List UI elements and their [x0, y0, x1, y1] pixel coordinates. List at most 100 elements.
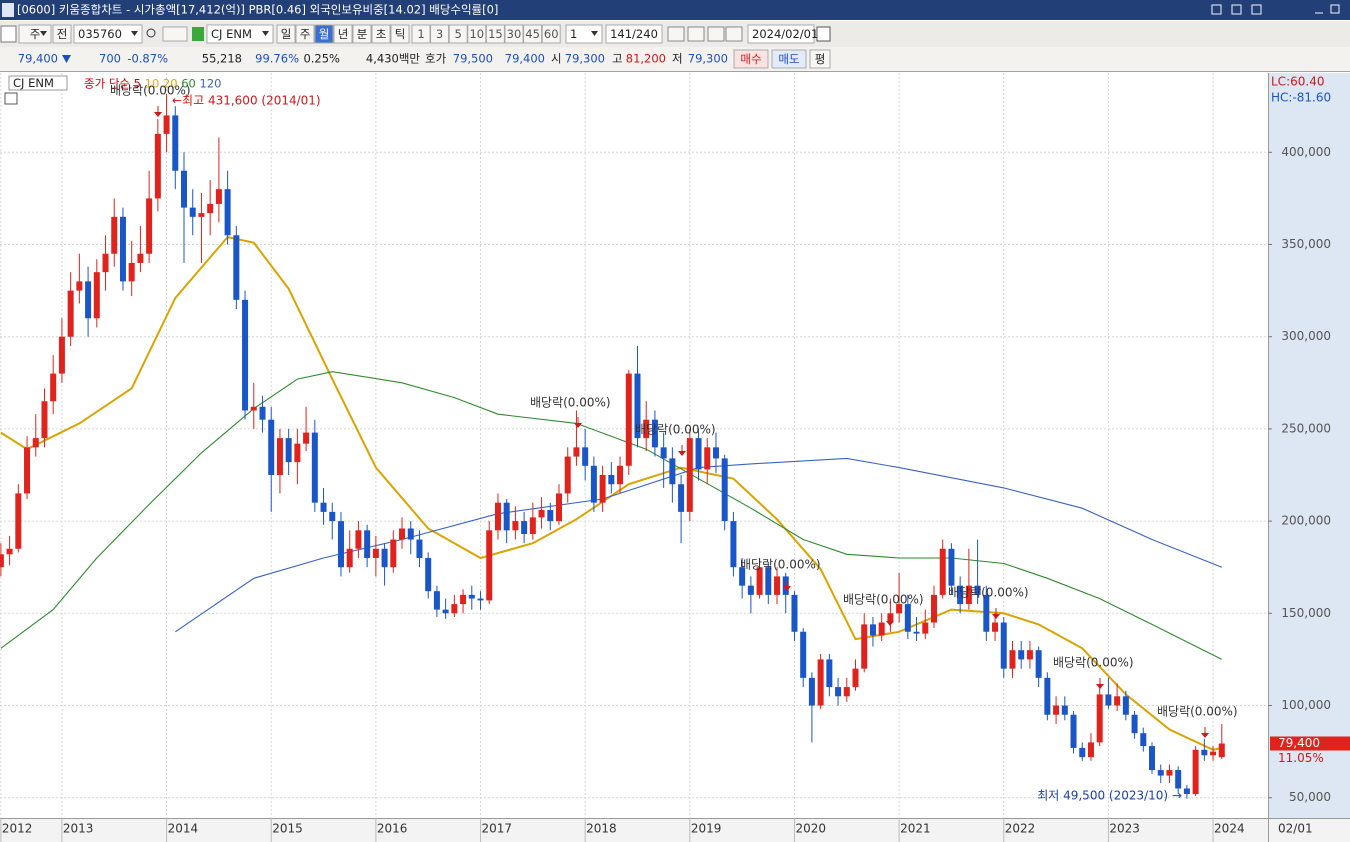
- x-tick-label: 2013: [63, 822, 94, 836]
- button[interactable]: [605, 24, 663, 44]
- button[interactable]: [371, 24, 391, 44]
- search-icon[interactable]: [146, 28, 156, 38]
- button[interactable]: [276, 24, 296, 44]
- candle-body: [15, 493, 22, 549]
- y-axis-panel: [1268, 73, 1350, 818]
- button[interactable]: [411, 24, 431, 44]
- candle-body: [451, 604, 458, 614]
- period-button: 틱: [395, 27, 406, 41]
- candle-body: [294, 443, 301, 463]
- tool-icon[interactable]: [707, 26, 725, 42]
- hc-label: HC:-81.60: [1271, 91, 1331, 105]
- candle-body: [486, 530, 493, 601]
- button[interactable]: [430, 24, 450, 44]
- candle-body: [1087, 742, 1094, 758]
- candle-body: [146, 198, 153, 254]
- calendar-icon[interactable]: [816, 26, 831, 42]
- candle-body: [782, 576, 789, 595]
- candle-body: [1218, 743, 1225, 758]
- x-tick-label: 2023: [1109, 822, 1140, 836]
- candle-body: [111, 216, 118, 254]
- order-button[interactable]: [809, 49, 831, 69]
- candle-body: [399, 528, 406, 540]
- button[interactable]: [314, 24, 334, 44]
- candle-body: [1149, 746, 1156, 771]
- legend-entry: 60: [181, 76, 196, 90]
- button[interactable]: [295, 24, 315, 44]
- button[interactable]: [390, 24, 410, 44]
- candle-body: [41, 401, 48, 439]
- dividend-arrow-head: [1201, 733, 1209, 738]
- candle-body: [774, 576, 781, 595]
- quote-open: 79,300: [565, 52, 605, 66]
- button[interactable]: [523, 24, 543, 44]
- candle-body: [1061, 705, 1068, 715]
- candle-body: [992, 622, 999, 632]
- button[interactable]: [747, 24, 815, 44]
- candle-body: [547, 510, 554, 522]
- candle-body: [712, 447, 719, 459]
- y-tick-label: 150,000: [1281, 606, 1331, 620]
- candle-body: [521, 521, 528, 535]
- candle-body: [939, 548, 946, 595]
- window-controls[interactable]: [1211, 4, 1340, 15]
- sound-icon[interactable]: [162, 26, 188, 42]
- button[interactable]: [485, 24, 505, 44]
- candle-body: [590, 465, 597, 503]
- button[interactable]: [352, 24, 372, 44]
- dropdown-arrow: [591, 31, 598, 36]
- legend-entry: 120: [200, 76, 222, 90]
- button[interactable]: [467, 24, 487, 44]
- interval-button: 60: [544, 27, 559, 41]
- down-arrow: [62, 55, 71, 63]
- quote-bar: [0, 47, 1350, 71]
- x-tick-label: 2018: [586, 822, 617, 836]
- candle-body: [250, 406, 257, 411]
- dividend-note: 배당락(0.00%): [1157, 705, 1238, 719]
- legend: 종가 단순 5 10 20 60 120: [84, 76, 221, 90]
- button[interactable]: [541, 24, 561, 44]
- candle-body: [1105, 694, 1112, 706]
- button[interactable]: [565, 24, 603, 44]
- candle-body: [224, 189, 231, 236]
- x-tick-label: 2024: [1214, 822, 1245, 836]
- candle-body: [1157, 770, 1164, 776]
- button[interactable]: [73, 24, 143, 44]
- x-tick-label: 2021: [900, 822, 931, 836]
- legend-entry: 10: [145, 76, 160, 90]
- button[interactable]: [333, 24, 353, 44]
- layout-icon[interactable]: [0, 25, 17, 43]
- candle-body: [276, 438, 283, 476]
- order-button[interactable]: [771, 49, 807, 69]
- dropdown-arrow: [262, 31, 269, 36]
- button[interactable]: [52, 24, 72, 44]
- candle-body: [651, 419, 658, 448]
- interval-button: 1: [417, 27, 424, 41]
- dividend-arrow-head: [886, 621, 894, 626]
- candle-body: [686, 438, 693, 512]
- candle-body: [634, 373, 641, 439]
- candle-body: [102, 253, 109, 273]
- candle-body: [207, 203, 214, 214]
- order-button[interactable]: [733, 49, 769, 69]
- x-tick-label: 2020: [795, 822, 826, 836]
- grid-icon[interactable]: [4, 92, 18, 105]
- scope-button: 전: [57, 27, 68, 41]
- candle-body: [407, 528, 414, 540]
- button[interactable]: [206, 24, 274, 44]
- tool-icon[interactable]: [667, 26, 685, 42]
- button[interactable]: [18, 24, 52, 44]
- tool-icon[interactable]: [725, 26, 743, 42]
- candle-body: [1053, 705, 1060, 715]
- tool-icon[interactable]: [687, 26, 705, 42]
- x-tick-label: 2012: [2, 822, 33, 836]
- x-end-label: 02/01: [1278, 822, 1313, 836]
- interval-button: 15: [488, 27, 503, 41]
- candle-body: [285, 438, 292, 463]
- candle-body: [1009, 650, 1016, 669]
- x-tick-label: 2019: [691, 822, 722, 836]
- quote-low-label: 저: [672, 52, 683, 66]
- button[interactable]: [504, 24, 524, 44]
- button[interactable]: [448, 24, 468, 44]
- candle-body: [1035, 650, 1042, 678]
